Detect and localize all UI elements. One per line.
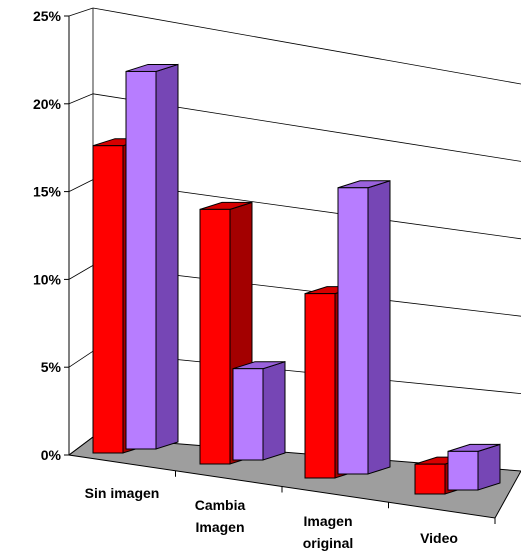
y-tick-label: 0%: [41, 447, 62, 463]
bar-0-0: [92, 145, 124, 454]
gridline-side: [68, 436, 94, 456]
gridline-side: [68, 265, 94, 280]
x-tick-label: original: [303, 535, 354, 551]
x-tick-label: Sin imagen: [85, 485, 160, 501]
y-tick-label: 20%: [33, 96, 62, 112]
y-tick-label: 15%: [33, 184, 62, 200]
bar-side-1-1: [262, 361, 286, 461]
bar-side-1-3: [477, 443, 501, 491]
bar-0-1: [199, 208, 231, 465]
bar-0-2: [304, 293, 336, 479]
bar-1-3: [447, 450, 479, 491]
gridline-side: [68, 350, 94, 368]
gridline: [92, 7, 521, 85]
bar-1-0: [125, 70, 157, 450]
bar-side-1-2: [367, 180, 391, 475]
gridline-side: [68, 179, 94, 192]
gridline-side: [68, 93, 94, 105]
y-tick-label: 5%: [41, 359, 62, 375]
gridline-side: [68, 7, 94, 17]
x-tick-label: Imagen: [303, 513, 352, 529]
bar-1-2: [337, 187, 369, 475]
x-tick-label: Imagen: [195, 519, 244, 535]
x-tick-label: Video: [420, 530, 458, 546]
bar-1-1: [232, 368, 264, 461]
bar-0-3: [414, 463, 446, 495]
x-tick-label: Cambia: [195, 497, 246, 513]
y-tick-label: 10%: [33, 271, 62, 287]
bar-side-1-0: [155, 63, 179, 450]
y-tick-label: 25%: [33, 8, 62, 24]
